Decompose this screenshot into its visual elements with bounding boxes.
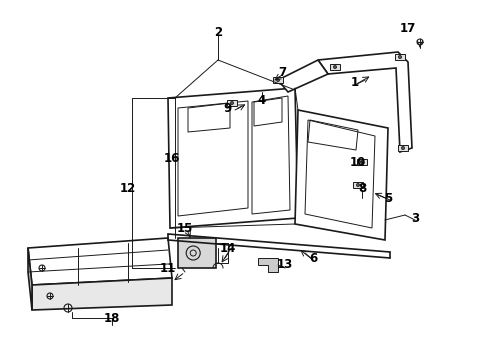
Text: 14: 14 (220, 242, 236, 255)
Text: 16: 16 (163, 152, 180, 165)
Circle shape (333, 66, 336, 69)
Circle shape (230, 102, 233, 105)
Text: 12: 12 (120, 181, 136, 194)
Text: 18: 18 (103, 311, 120, 324)
Circle shape (401, 147, 404, 150)
Text: 1: 1 (350, 76, 358, 89)
Text: 13: 13 (276, 258, 292, 271)
Text: 2: 2 (214, 26, 222, 39)
Circle shape (398, 55, 401, 59)
Text: 17: 17 (399, 22, 415, 35)
Text: 7: 7 (277, 66, 285, 78)
Text: 15: 15 (177, 221, 193, 234)
Bar (329, 64, 339, 70)
Text: 9: 9 (224, 102, 232, 114)
Bar (352, 182, 362, 188)
Polygon shape (28, 248, 32, 310)
Text: 8: 8 (357, 181, 366, 194)
Bar (178, 238, 216, 268)
Text: 11: 11 (160, 261, 176, 274)
Bar (356, 159, 366, 165)
Text: 10: 10 (349, 156, 366, 168)
Circle shape (356, 183, 359, 186)
Bar (227, 100, 236, 106)
Text: 6: 6 (308, 252, 317, 265)
Polygon shape (278, 60, 327, 92)
Polygon shape (32, 278, 172, 310)
Polygon shape (28, 238, 172, 285)
Polygon shape (317, 52, 411, 152)
Bar (273, 77, 282, 83)
Circle shape (360, 161, 363, 163)
Polygon shape (168, 88, 297, 228)
Text: 4: 4 (257, 94, 265, 107)
Text: 5: 5 (383, 192, 391, 204)
Bar (394, 54, 404, 60)
Polygon shape (258, 258, 278, 272)
Circle shape (276, 78, 279, 82)
Polygon shape (294, 110, 387, 240)
Bar (397, 145, 407, 151)
Text: 3: 3 (410, 211, 418, 225)
